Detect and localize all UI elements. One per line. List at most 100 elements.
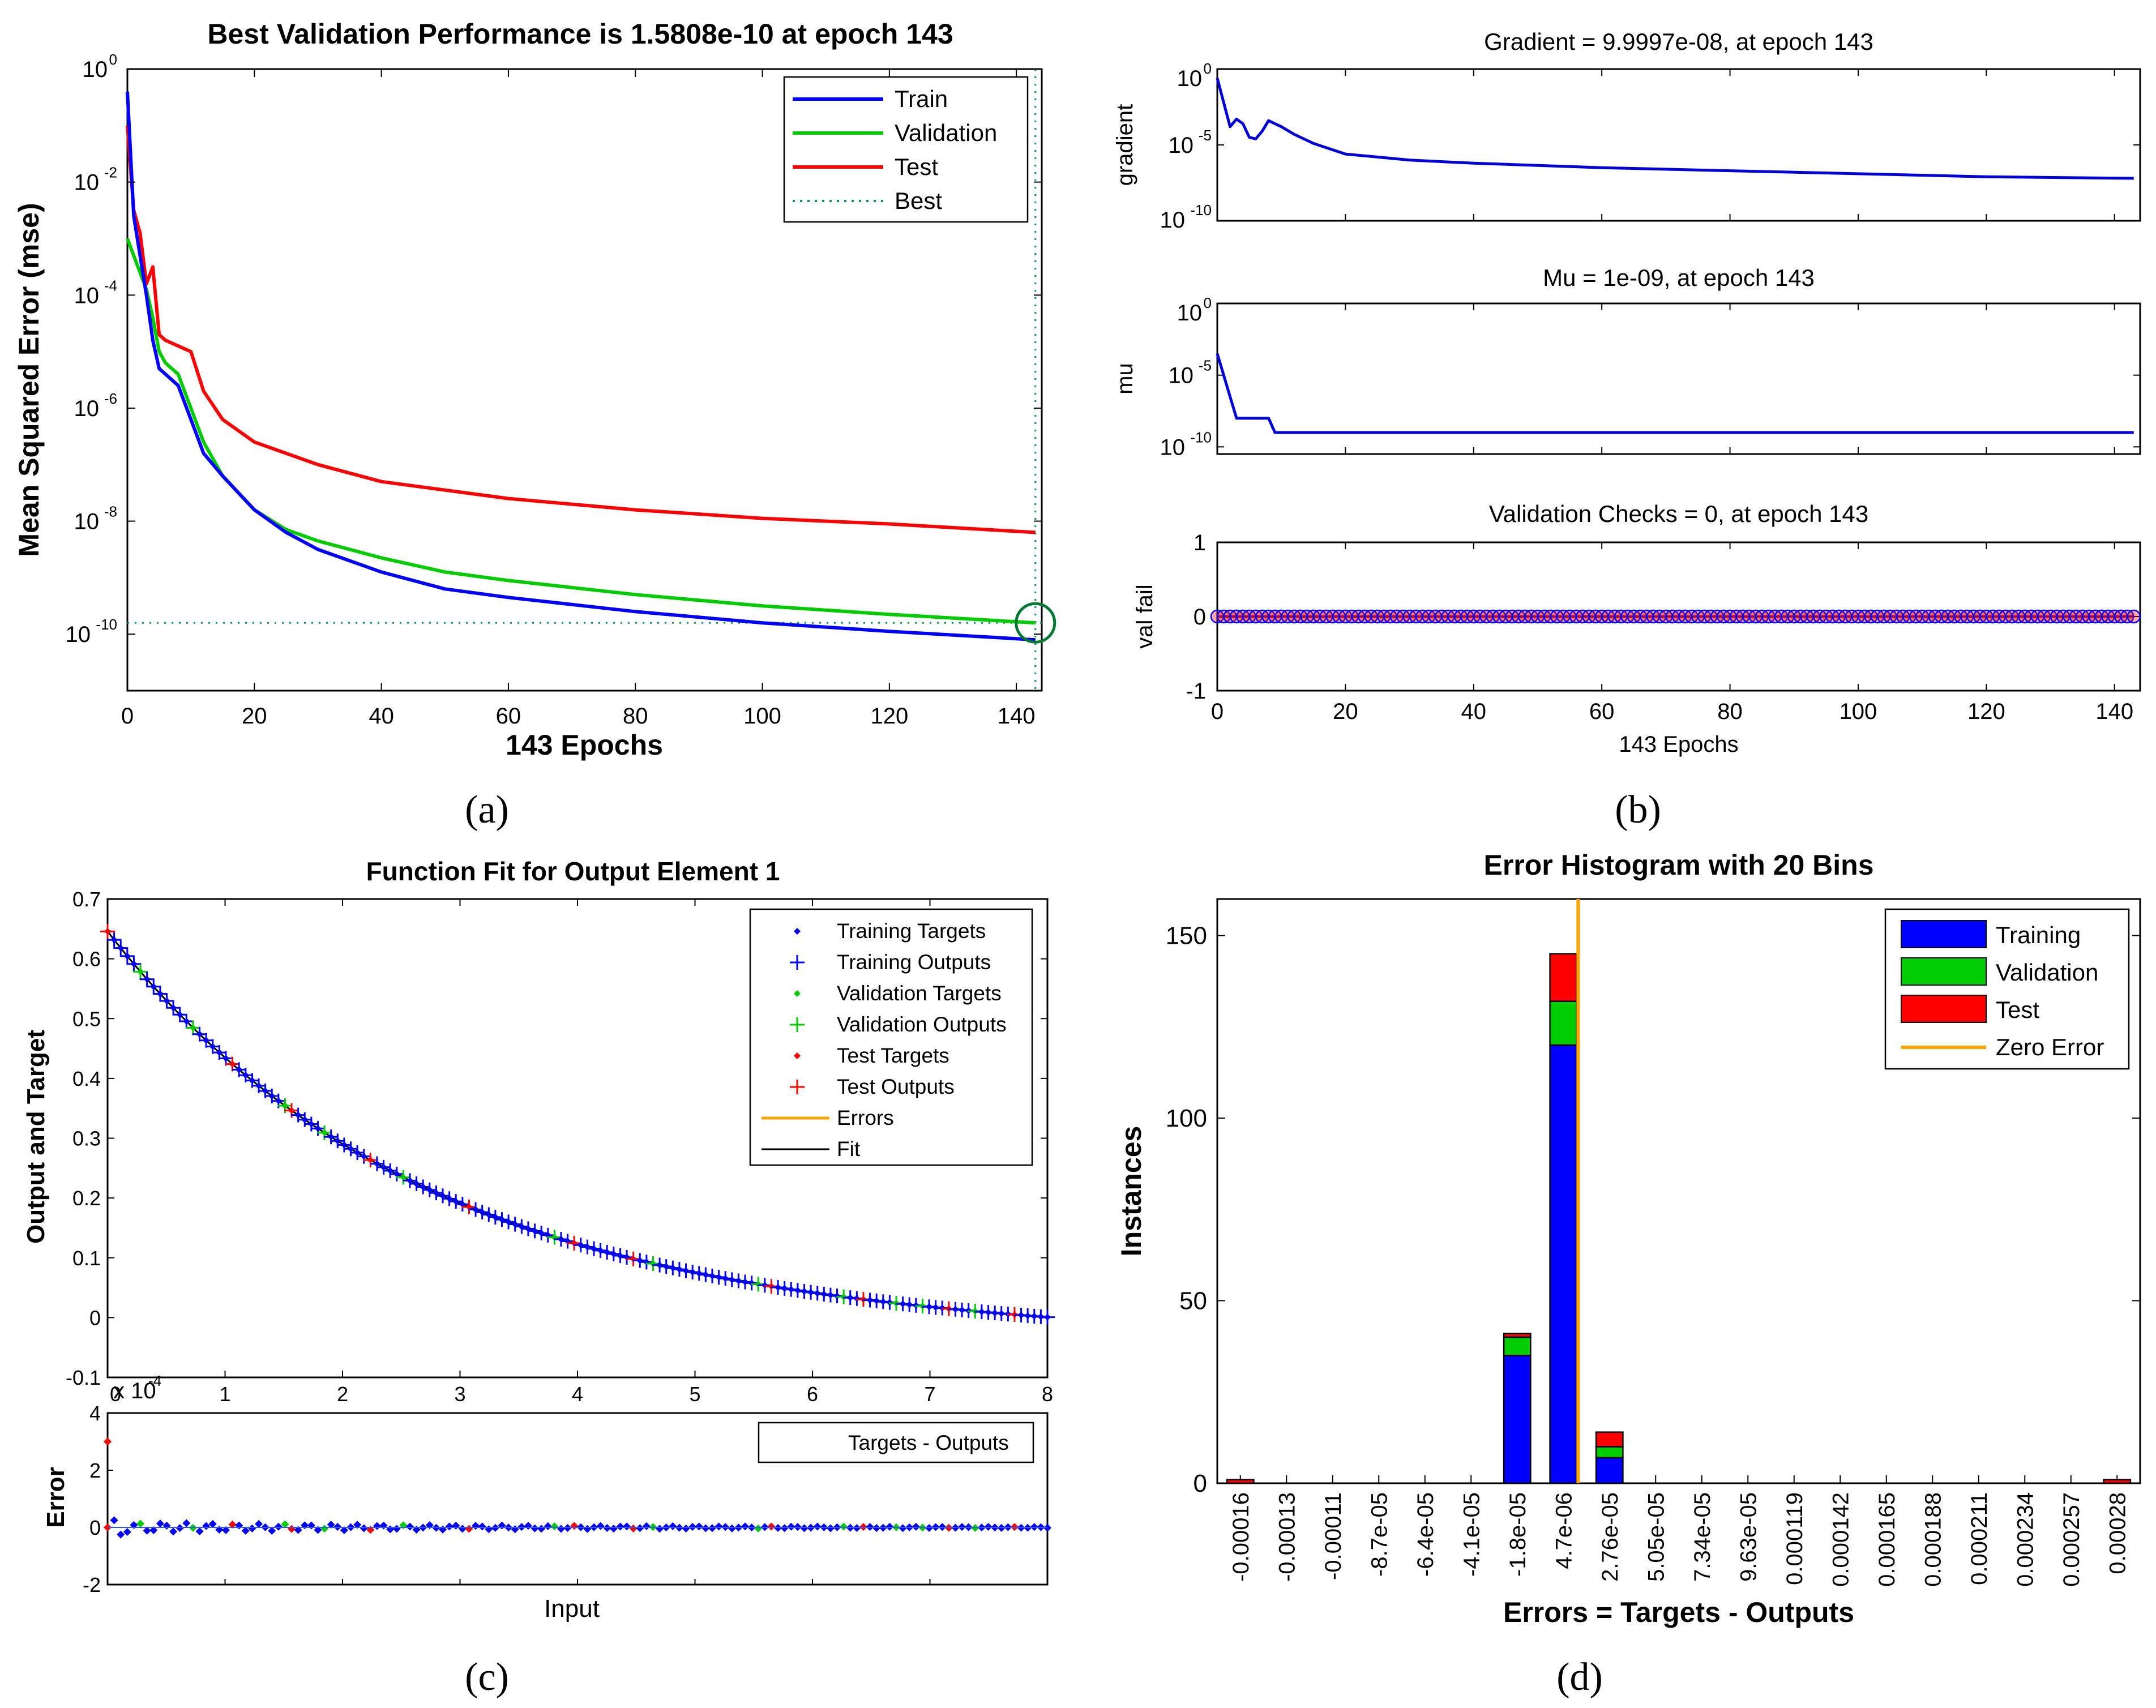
panel-a-xlabel: 143 Epochs: [506, 729, 663, 761]
b2-ytick-label-0: 0: [1194, 605, 1206, 630]
c-error-125: [925, 1524, 934, 1533]
panel-d-legend: Training Validation Test Zero Error: [1884, 908, 2130, 1070]
panel-b-mu-title: Mu = 1e-09, at epoch 143: [1543, 264, 1815, 291]
c-xtick-label-4: 4: [572, 1382, 583, 1406]
c-error-57: [478, 1522, 486, 1531]
a-series-train: [126, 91, 1036, 642]
c-target-0: [104, 928, 111, 935]
d-bar-validation-7: [1549, 1000, 1578, 1046]
c-error-8: [156, 1519, 164, 1528]
d-xtick-label-15: 0.000188: [1920, 1492, 1945, 1587]
b1-ytick-label--5: -5 10: [1169, 357, 1212, 388]
c-target-37: [347, 1145, 354, 1153]
legend-validation-targets: Validation Targets: [837, 982, 1002, 1005]
c-target-24: [262, 1087, 269, 1094]
c-error-77: [609, 1525, 618, 1533]
c-error-108: [813, 1522, 822, 1531]
b0-ytick-label-0-base: 10: [1177, 66, 1203, 91]
c-xtick-label-2: 2: [337, 1382, 348, 1406]
legend-validation-label: Validation: [895, 119, 997, 146]
d-xtick-label-5: -4.1e-05: [1459, 1492, 1484, 1577]
c-target-54: [459, 1201, 466, 1208]
c-ytick-label-3: 0.2: [72, 1187, 101, 1210]
c-error-22: [248, 1524, 256, 1533]
legend-test-label: Test: [895, 153, 938, 180]
c-target-7: [150, 983, 157, 990]
d-xtick-label-10: 7.34e-05: [1690, 1492, 1715, 1582]
a-ytick-label--8-base: 10: [74, 510, 100, 534]
c-error-19: [228, 1520, 237, 1529]
c-ytick-label-2: 0.1: [72, 1247, 101, 1270]
d-bar-test-7: [1549, 953, 1578, 1002]
legend-best-label: Best: [895, 187, 942, 214]
panel-a-ylabel: Mean Squared Error (mse): [13, 203, 45, 557]
c-target-25: [268, 1092, 276, 1099]
c-error-33: [320, 1525, 329, 1533]
b2-marker: [2127, 609, 2141, 624]
c-error-79: [623, 1522, 631, 1531]
b0-ytick-label--5-base: 10: [1169, 133, 1194, 158]
c-ytick-label-4: 0.3: [72, 1127, 101, 1150]
d-xtick-label-2: -0.00011: [1321, 1492, 1346, 1580]
c-error-16: [208, 1519, 217, 1528]
b0-series: [1216, 78, 2134, 180]
c-target-36: [340, 1141, 348, 1149]
c-error-78: [616, 1522, 624, 1531]
caption-b: (b): [1615, 788, 1661, 832]
panel-c-function-fit: Function Fit for Output Element 1 Output…: [22, 857, 1055, 1699]
c-target-9: [163, 998, 170, 1005]
c-error-2: [117, 1530, 125, 1539]
c-error-65: [531, 1524, 539, 1533]
b0-ytick-label-0-exp: 0: [1204, 60, 1212, 77]
c-target-16: [209, 1043, 216, 1050]
legend-training-swatch: [1901, 920, 1987, 948]
c-error-26: [274, 1522, 283, 1531]
c-target-13: [189, 1024, 196, 1031]
c-error-97: [741, 1522, 750, 1531]
a-xtick-label-120: 120: [870, 704, 908, 729]
c-ytick-label-7: 0.6: [72, 948, 101, 971]
c-error-25: [268, 1526, 276, 1535]
c-target-4: [130, 960, 138, 968]
c-error-80: [629, 1524, 638, 1533]
panel-a-legend: Train Validation Test Best: [783, 76, 1029, 223]
panel-c-ylabel: Output and Target: [22, 1030, 50, 1244]
d-xtick-label-7: 4.7e-06: [1551, 1492, 1576, 1569]
c-target-143: [1044, 1313, 1051, 1321]
d-xtick-label-1: -0.00013: [1274, 1492, 1299, 1582]
c-target-10: [170, 1004, 177, 1012]
caption-d: (d): [1556, 1655, 1603, 1699]
c-error-39: [360, 1524, 368, 1533]
c-error-104: [787, 1522, 795, 1531]
d-xtick-label-11: 9.63e-05: [1736, 1492, 1761, 1582]
c-error-46: [405, 1522, 414, 1531]
c-target-15: [203, 1037, 210, 1044]
c-error-101: [767, 1522, 776, 1531]
c-target-28: [288, 1107, 296, 1114]
b-xtick-label-20: 20: [1333, 699, 1358, 724]
b1-ytick-label--5-exp: -5: [1199, 357, 1212, 374]
legend-zero-error-label: Zero Error: [1996, 1034, 2104, 1060]
c-error-106: [800, 1524, 808, 1533]
c-error-outlier: [104, 1437, 112, 1446]
legend-validation-label: Validation: [1996, 959, 2098, 986]
c-error-52: [445, 1522, 454, 1531]
c-ytick-label-0: -0.1: [66, 1366, 101, 1389]
c-target-12: [183, 1018, 190, 1025]
d-xtick-label-14: 0.000165: [1875, 1492, 1900, 1587]
a-ytick-label--8: -810: [74, 503, 118, 534]
lg-test-target-marker: [794, 1052, 801, 1059]
c-error-55: [465, 1525, 473, 1533]
b-xtick-label-80: 80: [1717, 699, 1743, 724]
c-target-1: [110, 936, 118, 944]
legend-test-label: Test: [1996, 996, 2039, 1023]
a-ytick-label--10: -10 10: [66, 616, 118, 647]
c-target-29: [294, 1111, 302, 1119]
c-error-68: [550, 1522, 559, 1531]
d-xtick-label-17: 0.000234: [2013, 1492, 2038, 1587]
c-target-14: [196, 1030, 203, 1038]
c-target-5: [137, 968, 144, 975]
c-target-8: [156, 990, 164, 998]
caption-a: (a): [465, 788, 509, 832]
